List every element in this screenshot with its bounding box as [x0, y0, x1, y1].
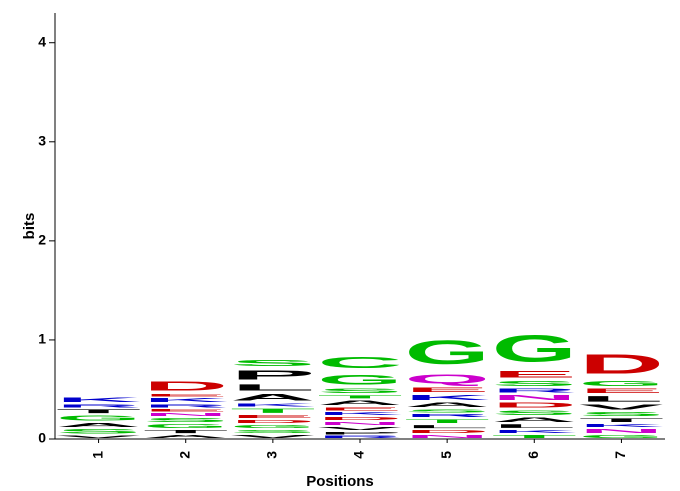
logo-letter: R: [56, 403, 141, 408]
logo-letter: T: [492, 434, 577, 439]
logo-letter: E: [579, 388, 664, 395]
x-tick-label: 2: [176, 451, 192, 459]
logo-letter: A: [405, 401, 490, 408]
logo-letter: R: [143, 403, 228, 408]
logo-letter: E: [230, 414, 315, 419]
x-tick-label: 4: [351, 451, 367, 459]
y-tick-label: 2: [38, 232, 46, 248]
logo-letter: T: [317, 394, 402, 399]
logo-letter: T: [143, 429, 228, 434]
logo-letter: Q: [405, 371, 490, 386]
logo-letter: D: [143, 378, 228, 393]
y-tick-label: 3: [38, 132, 46, 148]
logo-letter: S: [492, 409, 577, 416]
logo-letter: A: [143, 434, 228, 439]
logo-letter: S: [230, 359, 315, 368]
x-tick-label: 3: [264, 451, 280, 459]
logo-letter: S: [143, 417, 228, 423]
logo-letter: K: [492, 429, 577, 434]
logo-letter: R: [492, 387, 577, 393]
logo-letter: G: [579, 434, 664, 439]
logo-letter: T: [405, 418, 490, 424]
logo-letter: A: [317, 399, 402, 406]
logo-letter: L: [230, 383, 315, 393]
logo-letter: G: [230, 424, 315, 429]
logo-letter: A: [230, 392, 315, 402]
logo-letter: T: [230, 407, 315, 414]
logo-letter: K: [230, 402, 315, 407]
logo-letter: S: [405, 408, 490, 413]
y-tick-label: 1: [38, 331, 46, 347]
logo-letter: V: [579, 403, 664, 411]
logo-letter: D: [317, 416, 402, 421]
x-tick-label: 1: [89, 451, 105, 459]
logo-letter: D: [230, 419, 315, 424]
logo-letter: N: [405, 434, 490, 439]
logo-letter: G: [143, 423, 228, 429]
logo-letter: G: [405, 333, 490, 371]
logo-letter: P: [230, 368, 315, 383]
logo-letter: S: [56, 428, 141, 435]
logo-letter: V: [317, 426, 402, 431]
logo-letter: N: [317, 421, 402, 426]
logo-letter: V: [56, 435, 141, 439]
logo-letter: D: [579, 349, 664, 379]
logo-letter: N: [492, 393, 577, 401]
logo-letter: G: [579, 380, 664, 388]
logo-letter: T: [579, 417, 664, 423]
logo-letter: G: [492, 327, 577, 369]
logo-letter: A: [492, 416, 577, 423]
logo-letter: S: [230, 429, 315, 434]
logo-letter: R: [317, 435, 402, 439]
logo-letter: K: [56, 396, 141, 403]
logo-letter: D: [405, 429, 490, 434]
x-tick-label: 7: [612, 451, 628, 459]
logo-letter: N: [579, 428, 664, 434]
logo-letter: G: [317, 371, 402, 387]
logo-letter: N: [143, 412, 228, 417]
logo-letter: R: [405, 413, 490, 418]
logo-letter: E: [143, 393, 228, 397]
logo-letter: S: [317, 388, 402, 395]
y-tick-label: 4: [38, 33, 46, 49]
logo-letter: E: [492, 370, 577, 380]
logo-letter: E: [143, 408, 228, 412]
logo-letter: K: [405, 393, 490, 401]
logo-letter: C: [317, 354, 402, 372]
y-tick-label: 0: [38, 430, 46, 446]
x-tick-label: 5: [438, 451, 454, 459]
logo-letter: K: [317, 411, 402, 416]
logo-letter: L: [579, 394, 664, 403]
logo-letter: K: [143, 397, 228, 403]
logo-letter: A: [56, 422, 141, 428]
logo-letter: E: [405, 387, 490, 394]
logo-letter: D: [492, 401, 577, 409]
logo-letter: P: [317, 431, 402, 435]
x-axis-title: Positions: [306, 473, 374, 490]
logo-letter: T: [56, 408, 141, 414]
logo-letter: V: [230, 434, 315, 439]
y-axis-title: bits: [21, 213, 38, 240]
logo-letter: L: [492, 423, 577, 429]
logo-letter: K: [579, 423, 664, 428]
logo-letter: S: [492, 380, 577, 388]
logo-letter: G: [56, 414, 141, 422]
logo-letter: E: [317, 406, 402, 411]
logo-letter: L: [405, 424, 490, 429]
x-tick-label: 6: [525, 451, 541, 459]
logo-letter: S: [579, 411, 664, 417]
